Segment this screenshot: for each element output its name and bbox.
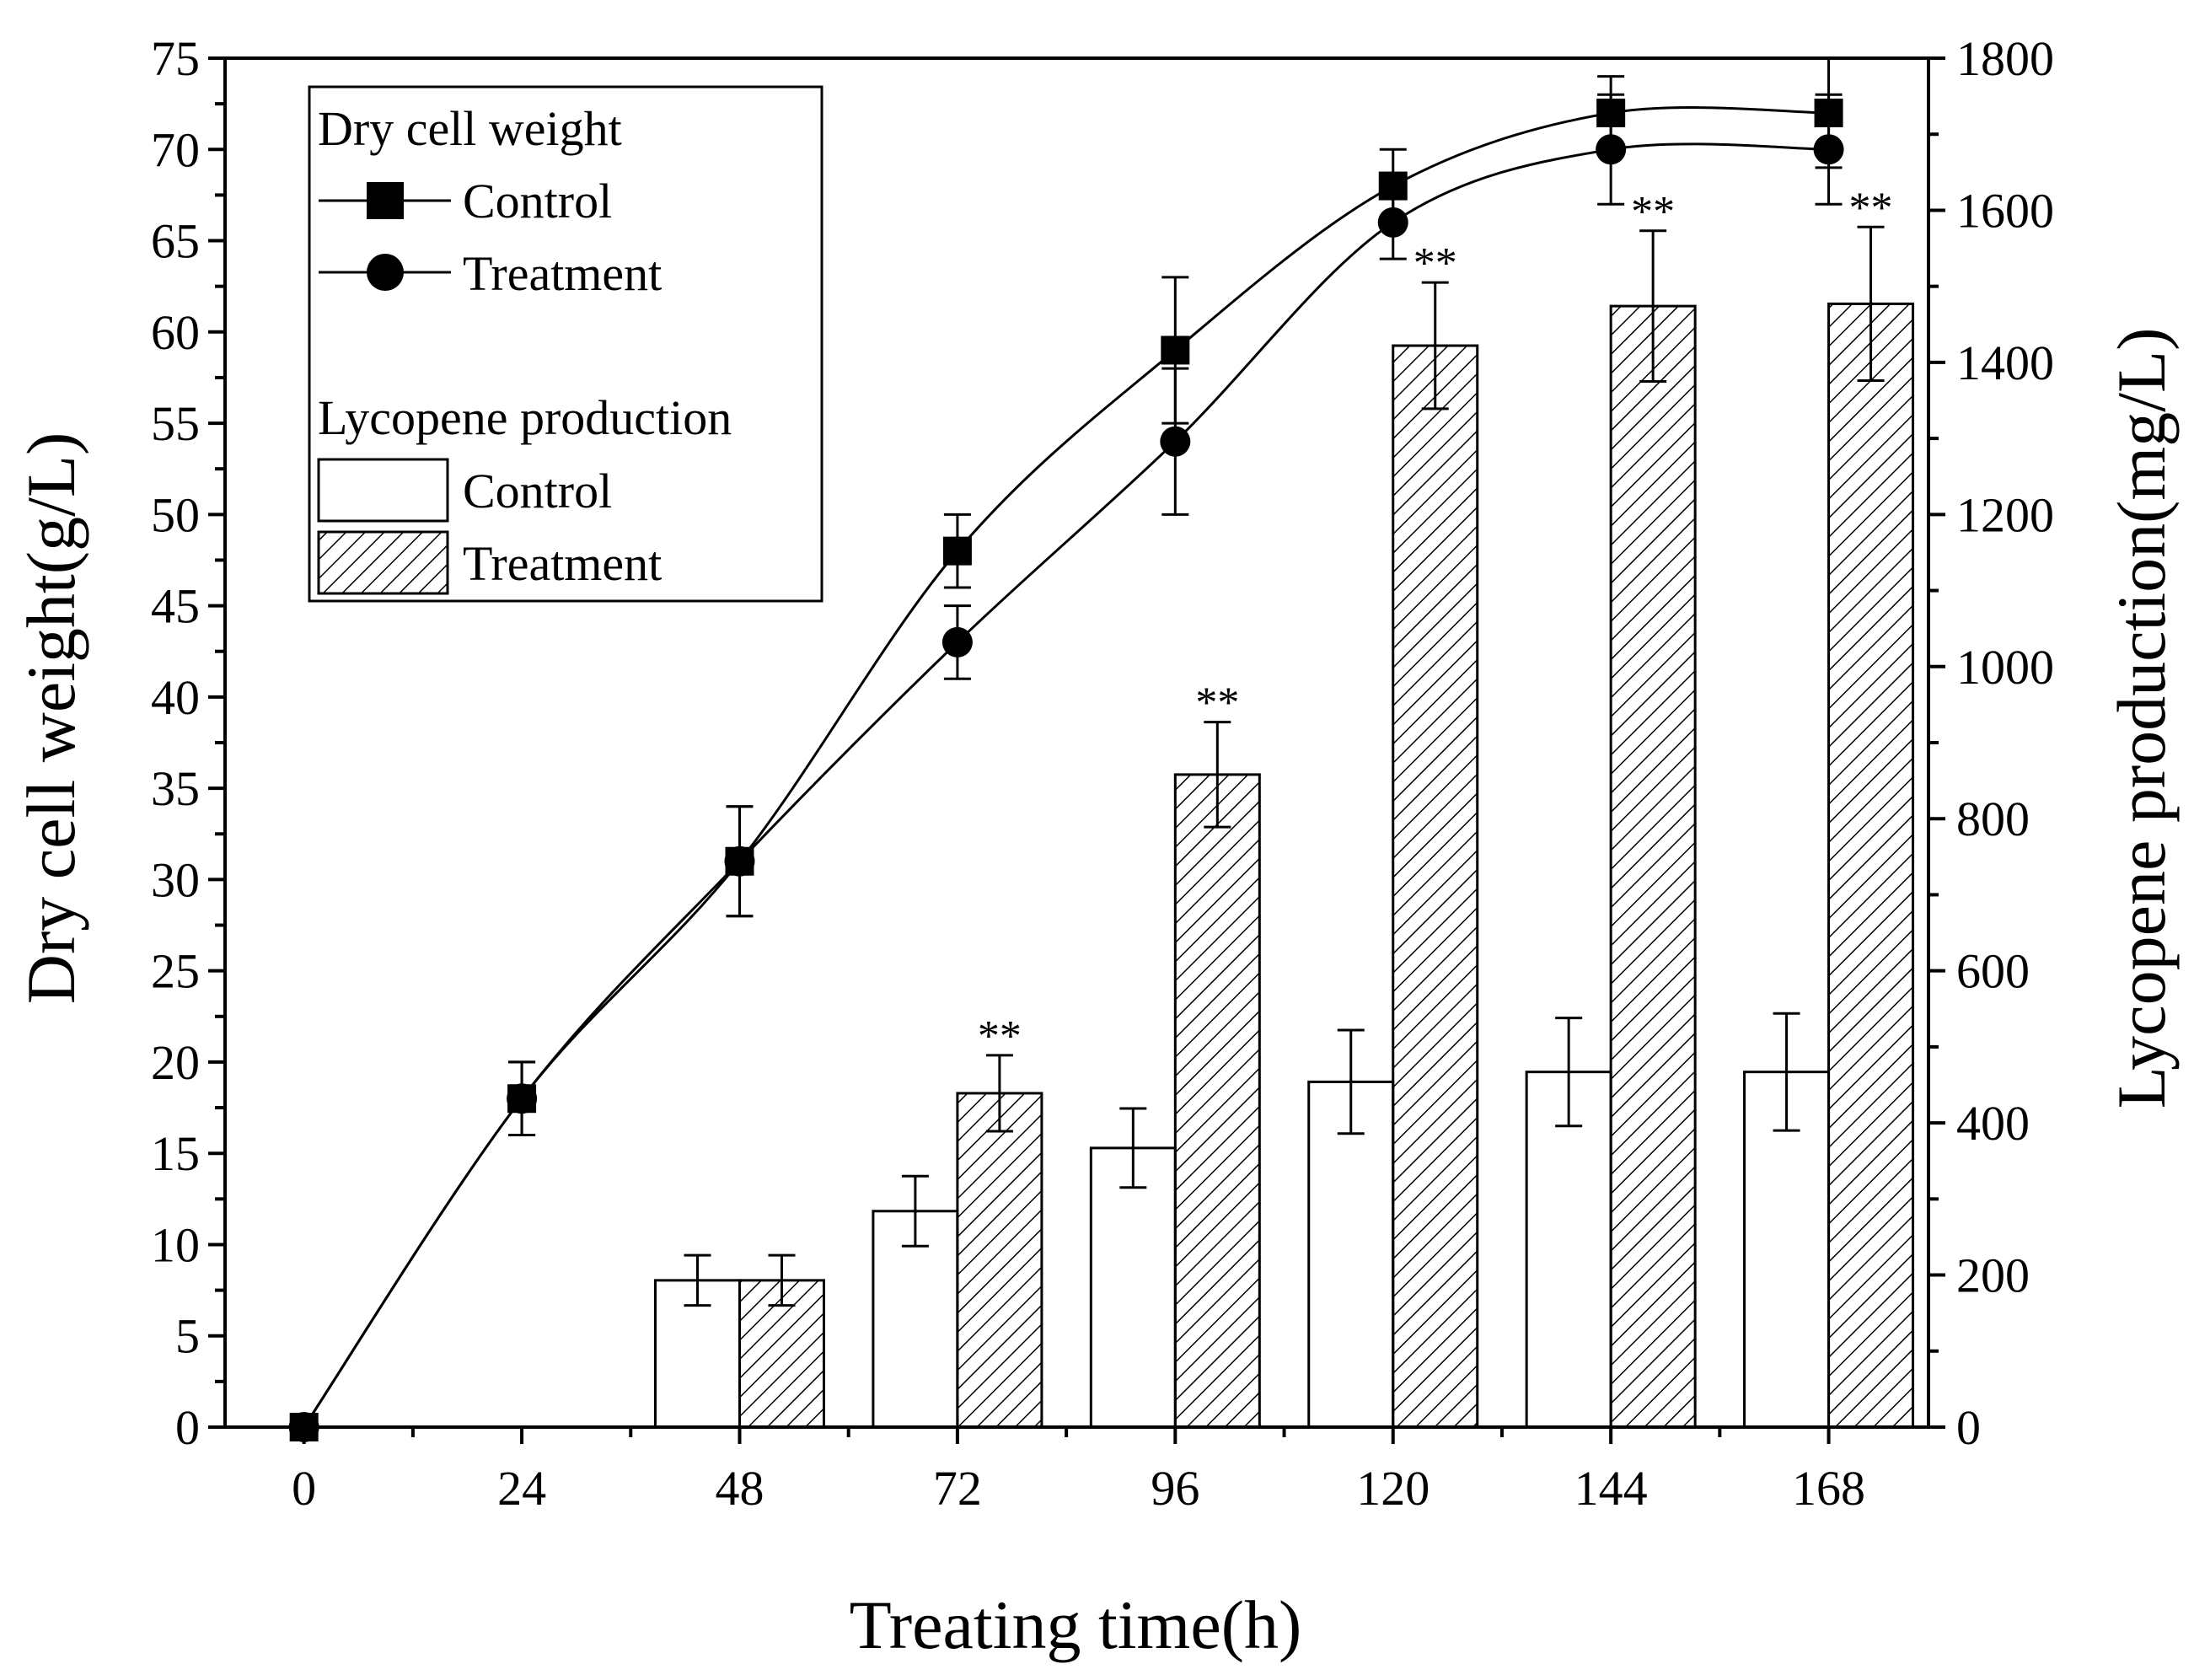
x-tick-label-120: 120 — [1356, 1461, 1430, 1516]
x-tick-label-144: 144 — [1574, 1461, 1648, 1516]
y-tick-label-30: 30 — [151, 852, 200, 907]
ticks-layer: 0 24 48 72 96 120 144 168 0 5 10 15 20 25 30 35 40 45 50 55… — [151, 31, 2054, 1516]
legend-treatment-circle-marker — [367, 254, 404, 291]
y-tick-label-0: 0 — [175, 1400, 200, 1455]
point-control-96 — [1161, 335, 1190, 365]
significance-label-96: ** — [1195, 679, 1239, 727]
significance-label-72: ** — [978, 1012, 1022, 1060]
x-tick-label-24: 24 — [497, 1461, 546, 1516]
y-tick-label-60: 60 — [151, 305, 200, 360]
y2-axis-title: Lycopene production(mg/L) — [2103, 328, 2180, 1109]
legend-line-control-label: Control — [463, 174, 612, 228]
bar-treatment-72 — [956, 1092, 1043, 1429]
x-tick-label-72: 72 — [933, 1461, 982, 1516]
bar-treatment-144 — [1609, 304, 1697, 1429]
y2-tick-label-1200: 1200 — [1956, 487, 2054, 542]
legend-control-square-marker — [367, 182, 404, 219]
legend-title-lycopene-production: Lycopene production — [318, 390, 732, 445]
y2-tick-label-1800: 1800 — [1956, 31, 2054, 86]
y2-tick-label-1400: 1400 — [1956, 335, 2054, 390]
y-tick-label-10: 10 — [151, 1217, 200, 1272]
y-tick-label-25: 25 — [151, 944, 200, 999]
y-tick-label-15: 15 — [151, 1126, 200, 1181]
significance-label-168: ** — [1849, 184, 1893, 232]
y-tick-label-40: 40 — [151, 670, 200, 725]
point-treatment-96 — [1160, 426, 1191, 457]
x-tick-label-0: 0 — [292, 1461, 316, 1516]
y-tick-label-5: 5 — [175, 1309, 200, 1364]
y-axis-title: Dry cell weight(g/L) — [13, 432, 89, 1005]
legend-bar-control-label: Control — [463, 464, 612, 518]
y2-tick-label-200: 200 — [1956, 1248, 2030, 1303]
y2-tick-label-400: 400 — [1956, 1096, 2030, 1151]
y-tick-label-20: 20 — [151, 1035, 200, 1090]
legend-title-dry-cell-weight: Dry cell weight — [318, 101, 622, 156]
point-treatment-24 — [507, 1083, 538, 1114]
bars-layer: ** ** ** ** ** — [653, 184, 1915, 1429]
x-tick-label-96: 96 — [1151, 1461, 1199, 1516]
y-tick-label-50: 50 — [151, 487, 200, 542]
bar-treatment-168 — [1827, 302, 1915, 1429]
point-treatment-168 — [1813, 134, 1844, 165]
y-tick-label-55: 55 — [151, 396, 200, 451]
y-tick-label-70: 70 — [151, 122, 200, 177]
x-tick-label-48: 48 — [715, 1461, 764, 1516]
legend-treatment-bar-swatch — [317, 530, 449, 595]
y2-tick-label-1600: 1600 — [1956, 183, 2054, 238]
point-control-72 — [942, 536, 972, 566]
lines-layer — [288, 56, 1844, 1442]
significance-label-144: ** — [1631, 188, 1675, 236]
x-axis-title: Treating time(h) — [850, 1586, 1302, 1663]
legend-bar-treatment-label: Treatment — [463, 536, 662, 591]
y-tick-label-35: 35 — [151, 761, 200, 816]
bar-treatment-120 — [1392, 344, 1479, 1429]
bar-treatment-96 — [1173, 773, 1261, 1429]
y-tick-label-45: 45 — [151, 579, 200, 634]
legend-control-bar-swatch — [317, 458, 449, 523]
significance-label-120: ** — [1413, 239, 1457, 287]
point-treatment-72 — [941, 626, 973, 658]
x-tick-label-168: 168 — [1792, 1461, 1865, 1516]
y-tick-label-75: 75 — [151, 31, 200, 86]
y2-tick-label-0: 0 — [1956, 1400, 1981, 1455]
y2-tick-label-800: 800 — [1956, 792, 2030, 846]
legend-frame — [308, 85, 823, 603]
bar-control-96 — [1089, 1146, 1177, 1429]
y-tick-label-65: 65 — [151, 214, 200, 269]
y2-tick-label-600: 600 — [1956, 944, 2030, 999]
legend-line-treatment-label: Treatment — [463, 246, 662, 301]
point-treatment-48 — [724, 845, 755, 877]
legend: Dry cell weight Control Treatment Lycope… — [308, 85, 823, 603]
y2-tick-label-1000: 1000 — [1956, 640, 2054, 695]
point-treatment-120 — [1377, 207, 1408, 238]
point-treatment-144 — [1596, 134, 1627, 165]
